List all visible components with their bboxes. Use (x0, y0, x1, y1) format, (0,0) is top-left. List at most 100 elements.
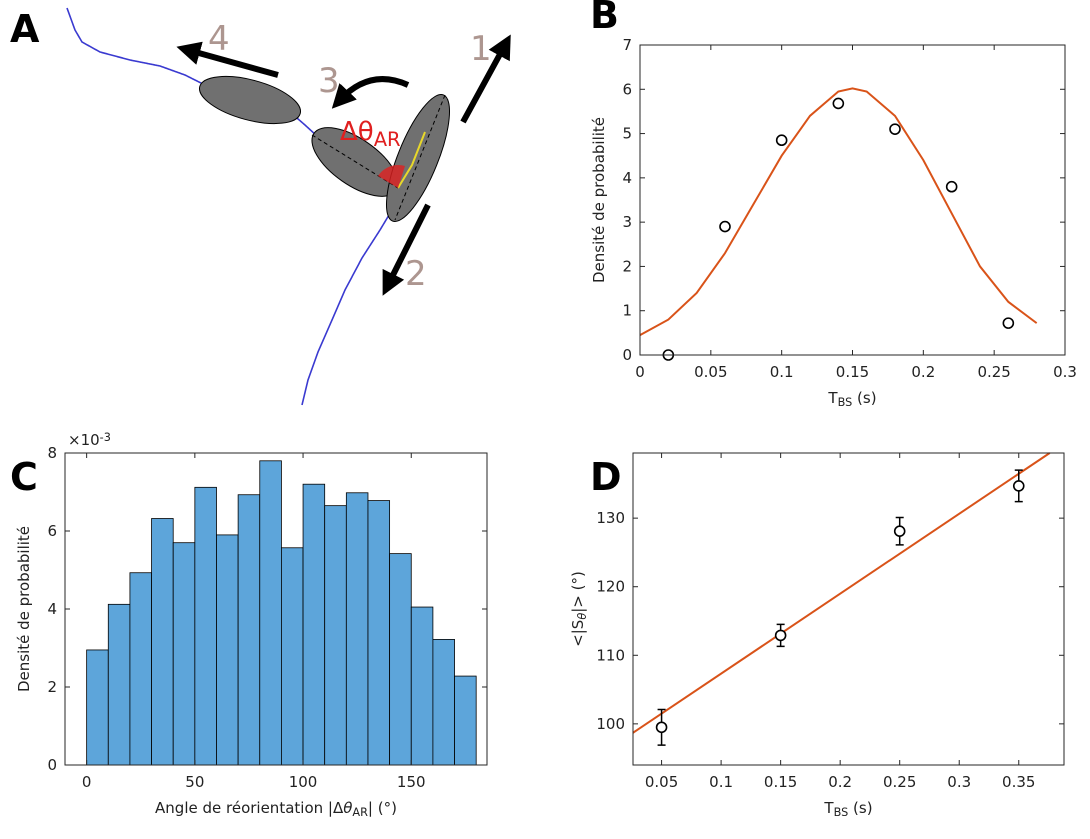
point (775, 134, 788, 147)
x-tick-label: 0.05 (694, 363, 727, 381)
bar (302, 483, 326, 766)
label-part: Densité de probabilité (15, 526, 33, 692)
point (889, 123, 901, 135)
y-tick-label: 4 (622, 169, 632, 187)
y-tick-label: 6 (47, 522, 57, 540)
bar (389, 553, 412, 766)
x-tick-label: 50 (185, 773, 204, 791)
angle-wedge (378, 165, 405, 188)
label-part: θ (343, 799, 352, 817)
point (832, 97, 845, 110)
plot (86, 460, 477, 766)
bar (86, 649, 109, 766)
x-axis-label: TBS (s) (823, 799, 872, 819)
plot (632, 452, 1051, 746)
axes-box (632, 452, 1065, 766)
x-tick-label: 0.05 (645, 773, 678, 791)
y-tick-label: 7 (622, 36, 632, 54)
point (945, 180, 958, 193)
y-tick-label: 6 (622, 80, 632, 98)
point (1012, 480, 1025, 492)
bar (151, 518, 174, 766)
y-tick-label: 0 (47, 756, 57, 774)
arrow (460, 34, 511, 124)
arrow (382, 203, 431, 296)
x-tick-label: 0.2 (828, 773, 852, 791)
y-tick-label: 110 (596, 646, 625, 664)
bar (432, 639, 455, 766)
point (1002, 317, 1015, 329)
body-4 (199, 75, 301, 125)
y-tick-label: 4 (47, 600, 57, 618)
x-tick-label: 0.1 (770, 363, 794, 381)
step-label: 2 (405, 254, 427, 294)
y-axis-label: Densité de probabilité (15, 526, 33, 692)
bar (194, 486, 217, 766)
bar (237, 494, 261, 766)
point (893, 525, 906, 537)
x-tick-label: 0.3 (947, 773, 971, 791)
segment (397, 131, 426, 189)
x-tick-label: 0.35 (1002, 773, 1035, 791)
x-tick-label: 0.3 (1053, 363, 1077, 381)
label-part: θ (576, 613, 589, 620)
label-part: Densité de probabilité (590, 117, 608, 283)
y-exponent: ×10-3 (68, 431, 111, 449)
step-label: 4 (208, 19, 230, 59)
label-part: AR (374, 128, 401, 151)
x-tick-label: 0.25 (977, 363, 1010, 381)
panel-label: A (10, 7, 40, 51)
label-part: (s) (848, 799, 872, 817)
fit-line (632, 452, 1051, 734)
y-tick-label: 1 (622, 302, 632, 320)
y-axis-label: Densité de probabilité (590, 117, 608, 283)
label-part: AR (352, 806, 368, 819)
y-tick-label: 130 (596, 509, 625, 527)
bar (367, 500, 391, 766)
x-tick-label: 0 (82, 773, 92, 791)
axes-box (639, 44, 1066, 356)
plot (639, 87, 1038, 361)
axis-dash (394, 94, 446, 221)
y-tick-label: 8 (47, 444, 57, 462)
step-label: 1 (470, 29, 492, 69)
label-part: <|S (569, 620, 587, 647)
label-part: T (827, 389, 838, 407)
x-tick-label: 0 (635, 363, 645, 381)
x-axis-label: Angle de réorientation |ΔθAR| (°) (155, 799, 397, 819)
label-part: ×10 (68, 431, 100, 449)
x-tick-label: 100 (289, 773, 318, 791)
bar (454, 675, 477, 766)
bar (324, 505, 347, 766)
panel-label: B (590, 0, 619, 37)
x-tick-label: 0.2 (911, 363, 935, 381)
label-part: (s) (852, 389, 876, 407)
label-part: Δθ (340, 117, 374, 147)
y-tick-label: 2 (47, 678, 57, 696)
y-tick-label: 3 (622, 213, 632, 231)
label-part: T (823, 799, 834, 817)
point (774, 629, 787, 642)
trajectory (66, 7, 399, 406)
bar (259, 460, 282, 766)
bar (345, 492, 369, 766)
panel-label: C (10, 455, 38, 499)
bar (172, 542, 196, 766)
x-tick-label: 0.1 (709, 773, 733, 791)
label-part: | (°) (368, 799, 397, 817)
y-tick-label: 2 (622, 257, 632, 275)
arrow (176, 41, 279, 78)
y-tick-label: 0 (622, 346, 632, 364)
label-part: BS (838, 396, 853, 409)
y-tick-label: 100 (596, 715, 625, 733)
bar (129, 572, 152, 766)
angle-label: ΔθAR (340, 117, 401, 151)
bar (410, 606, 434, 766)
label-part: BS (834, 806, 849, 819)
y-tick-label: 5 (622, 125, 632, 143)
label-part: Angle de réorientation |Δ (155, 799, 344, 817)
label-part: -3 (100, 431, 111, 444)
x-tick-label: 0.15 (836, 363, 869, 381)
arrow (331, 76, 410, 109)
